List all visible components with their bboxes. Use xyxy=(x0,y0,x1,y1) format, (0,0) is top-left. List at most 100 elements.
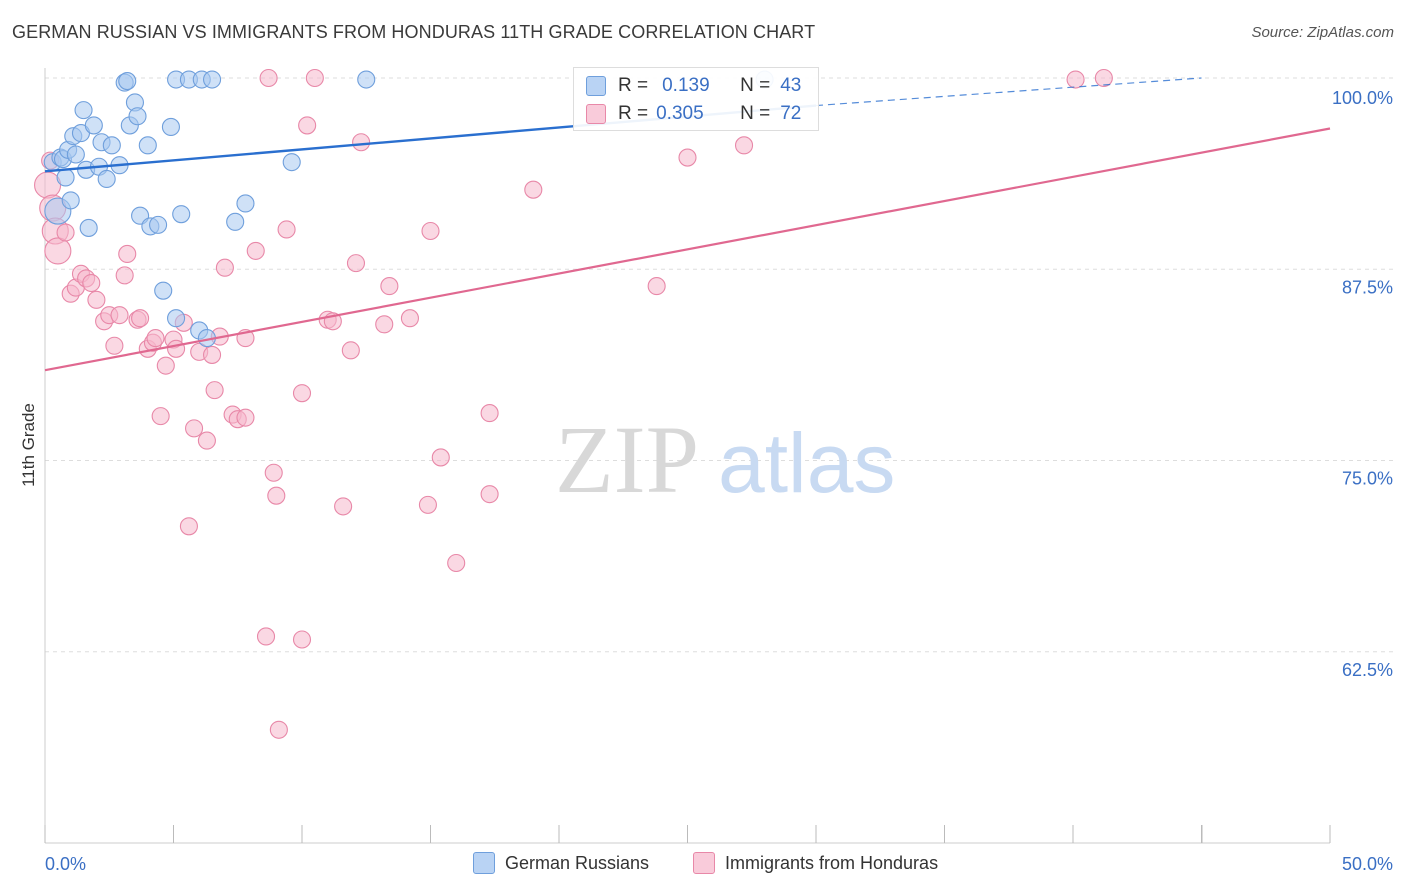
point-honduras xyxy=(421,221,440,241)
point-honduras xyxy=(110,306,129,325)
point-honduras xyxy=(115,266,134,285)
r-label: R = xyxy=(618,75,649,96)
point-honduras xyxy=(185,419,204,438)
x-tick-label: 50.0% xyxy=(1342,854,1393,874)
point-honduras xyxy=(264,463,283,482)
point-honduras xyxy=(197,431,216,450)
legend-item-honduras[interactable]: Immigrants from Honduras xyxy=(693,852,938,874)
point-honduras xyxy=(118,244,137,263)
n-label: N = xyxy=(740,103,771,124)
point-honduras xyxy=(44,237,72,265)
point-honduras xyxy=(292,630,312,649)
n-label: N = xyxy=(740,75,771,96)
blue-swatch-icon xyxy=(586,76,606,96)
point-honduras xyxy=(259,68,278,88)
point-german-russian xyxy=(154,281,173,300)
point-german-russian xyxy=(102,136,121,155)
point-german-russian xyxy=(203,70,222,89)
point-german-russian xyxy=(357,70,376,89)
trendline-honduras xyxy=(44,127,1331,372)
y-tick-label: 100.0% xyxy=(1332,88,1393,108)
point-honduras xyxy=(647,277,666,296)
legend-item-german-russians[interactable]: German Russians xyxy=(473,852,649,874)
point-honduras xyxy=(205,381,224,400)
point-honduras xyxy=(341,341,360,360)
watermark-zip: ZIP xyxy=(555,406,699,513)
point-honduras xyxy=(277,220,296,239)
point-honduras xyxy=(334,497,353,516)
point-german-russian xyxy=(282,153,301,172)
point-honduras xyxy=(375,315,394,334)
point-honduras xyxy=(346,254,366,273)
point-german-russian xyxy=(74,101,93,120)
point-german-russian xyxy=(161,117,180,137)
n-value: 43 xyxy=(780,75,802,96)
series-legend: German Russians Immigrants from Honduras xyxy=(0,852,1406,878)
point-german-russian xyxy=(79,218,98,237)
watermark: ZIP atlas xyxy=(555,406,895,513)
point-honduras xyxy=(400,309,419,328)
grid-layer xyxy=(45,77,1395,653)
point-honduras xyxy=(215,258,234,277)
points-layer xyxy=(34,68,1113,739)
point-honduras xyxy=(156,356,175,375)
point-honduras xyxy=(1066,70,1085,89)
tick-labels: 62.5% 75.0% 87.5% 100.0% 0.0% 50.0% xyxy=(45,88,1393,874)
point-honduras xyxy=(447,553,466,573)
point-honduras xyxy=(179,517,198,536)
point-honduras xyxy=(105,336,124,355)
stats-legend: R = 0.139 N = 43 R = 0.305 N = 72 xyxy=(573,67,819,131)
r-value: 0.139 xyxy=(662,75,710,96)
source-credit: Source: ZipAtlas.com xyxy=(1251,24,1394,41)
watermark-atlas: atlas xyxy=(718,416,895,510)
point-german-russian xyxy=(118,72,137,91)
y-tick-label: 87.5% xyxy=(1342,277,1393,297)
point-german-russian xyxy=(56,168,75,187)
point-german-russian xyxy=(61,191,80,210)
point-honduras xyxy=(151,407,170,426)
point-honduras xyxy=(167,339,186,358)
legend-label: German Russians xyxy=(505,852,650,873)
point-honduras xyxy=(267,486,286,505)
point-honduras xyxy=(480,404,499,423)
pink-swatch-icon xyxy=(586,104,606,124)
point-honduras xyxy=(524,180,543,199)
point-honduras xyxy=(678,148,697,167)
point-german-russian xyxy=(84,116,103,135)
point-german-russian xyxy=(167,309,186,328)
y-axis-label-wrap: 11th Grade xyxy=(14,380,44,520)
r-label: R = xyxy=(618,103,649,124)
point-honduras xyxy=(131,309,150,328)
point-german-russian xyxy=(236,194,255,213)
trendline-german-russians-extension xyxy=(815,77,1202,107)
pink-swatch-icon xyxy=(693,852,715,874)
point-honduras xyxy=(82,273,101,293)
point-honduras xyxy=(418,495,437,514)
stats-legend-row-german-russians: R = 0.139 N = 43 xyxy=(586,74,801,98)
point-honduras xyxy=(256,627,276,646)
y-tick-label: 75.0% xyxy=(1342,469,1393,489)
chart-title: GERMAN RUSSIAN VS IMMIGRANTS FROM HONDUR… xyxy=(12,22,816,42)
point-german-russian xyxy=(97,169,116,189)
point-honduras xyxy=(146,329,165,348)
r-value: 0.305 xyxy=(656,103,704,124)
y-tick-label: 62.5% xyxy=(1342,660,1393,680)
point-honduras xyxy=(480,485,499,504)
x-tick-label: 0.0% xyxy=(45,854,86,874)
blue-swatch-icon xyxy=(473,852,495,874)
point-german-russian xyxy=(226,212,245,231)
point-honduras xyxy=(246,241,265,260)
point-honduras xyxy=(1094,68,1113,88)
point-german-russian xyxy=(138,136,157,155)
point-honduras xyxy=(298,116,317,135)
point-honduras xyxy=(305,68,324,88)
point-honduras xyxy=(292,384,312,403)
point-german-russian xyxy=(149,215,168,234)
point-honduras xyxy=(380,277,399,296)
stats-legend-row-honduras: R = 0.305 N = 72 xyxy=(586,102,801,126)
legend-label: Immigrants from Honduras xyxy=(725,852,939,873)
point-honduras xyxy=(431,448,450,467)
point-honduras xyxy=(236,408,255,427)
point-german-russian xyxy=(66,145,85,164)
